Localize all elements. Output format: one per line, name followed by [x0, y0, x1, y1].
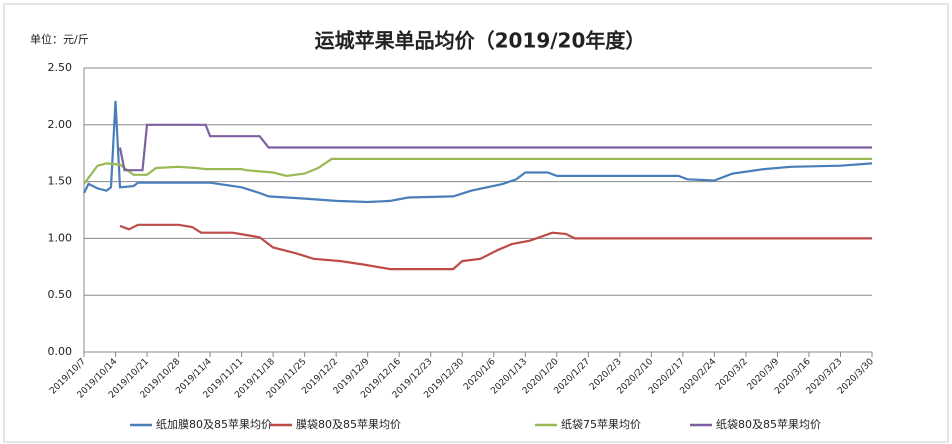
y-tick-label: 0.00	[48, 345, 73, 358]
legend-label: 膜袋80及85苹果均价	[296, 417, 401, 431]
chart-title: 运城苹果单品均价（2019/20年度）	[315, 29, 646, 53]
y-tick-label: 2.50	[48, 61, 73, 74]
legend-label: 纸袋75苹果均价	[561, 417, 641, 431]
y-tick-label: 1.00	[48, 231, 73, 244]
y-tick-label: 1.50	[48, 175, 73, 188]
chart: 运城苹果单品均价（2019/20年度） 单位：元/斤 0.00 0.50 1.00 1…	[0, 0, 952, 444]
y-tick-label: 2.00	[48, 118, 73, 131]
legend-label: 纸袋80及85苹果均价	[716, 417, 821, 431]
y-axis-label: 单位：元/斤	[30, 32, 89, 46]
y-tick-label: 0.50	[48, 288, 73, 301]
legend-label: 纸加膜80及85苹果均价	[156, 417, 272, 431]
